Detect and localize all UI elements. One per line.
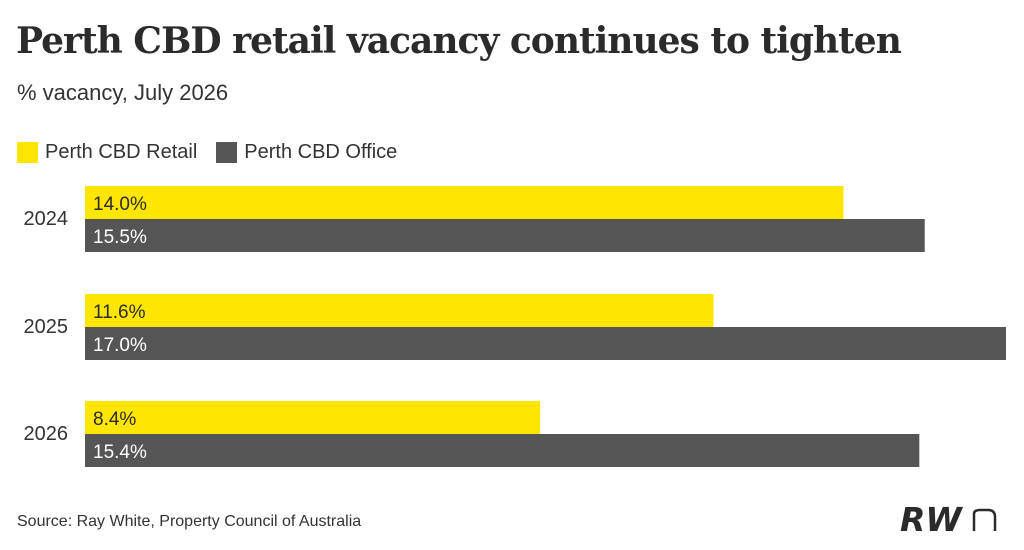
bar-office-2026 [85,434,920,467]
legend: Perth CBD Retail Perth CBD Office [17,141,416,164]
category-label-2024: 2024 [24,208,69,230]
legend-item-retail: Perth CBD Retail [17,141,197,164]
legend-swatch-office [216,142,238,163]
data-label-retail-2026: 8.4% [93,409,136,430]
data-label-office-2025: 17.0% [93,335,147,356]
category-label-2026: 2026 [24,423,69,445]
source-note: Source: Ray White, Property Council of A… [17,513,362,530]
bar-office-2024 [85,219,925,252]
legend-label-office: Perth CBD Office [244,141,398,163]
bar-chart: 2024 14.0% 15.5% 2025 11.6% 17.0% 2026 8.4% 15.4… [24,186,1006,467]
legend-item-office: Perth CBD Office [216,141,397,164]
svg-text:RW: RW [900,500,963,536]
bar-retail-2025 [85,294,714,327]
bar-retail-2024 [85,186,844,219]
data-label-office-2026: 15.4% [93,442,147,463]
data-label-retail-2024: 14.0% [93,194,147,215]
chart-subtitle: % vacancy, July 2026 [17,80,229,105]
legend-swatch-retail [17,142,38,163]
data-label-office-2024: 15.5% [93,227,147,248]
bar-office-2025 [85,327,1006,360]
data-label-retail-2025: 11.6% [93,302,146,323]
legend-label-retail: Perth CBD Retail [45,141,198,163]
ray-white-logo: RW [900,500,997,536]
category-label-2025: 2025 [24,316,69,338]
chart-title: Perth CBD retail vacancy continues to ti… [16,20,902,62]
bar-retail-2026 [85,401,541,434]
